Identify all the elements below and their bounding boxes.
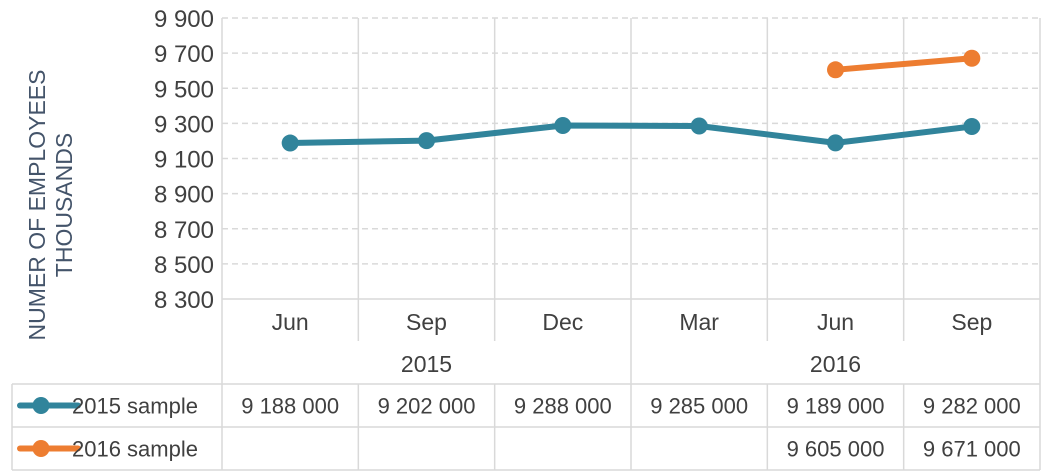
data-table-cell: 9 282 000 [923, 394, 1021, 419]
y-tick-label: 9 700 [154, 41, 214, 68]
year-group-label: 2015 [401, 351, 452, 377]
data-point [963, 118, 981, 136]
data-table-cell: 9 188 000 [241, 394, 339, 419]
x-tick-label: Sep [951, 309, 992, 335]
x-tick-label: Sep [406, 309, 447, 335]
y-tick-label: 9 100 [154, 147, 214, 174]
data-table-cell: 9 605 000 [787, 437, 885, 462]
series-line [832, 55, 975, 73]
y-tick-label: 8 900 [154, 182, 214, 209]
legend-label: 2016 sample [72, 437, 198, 462]
data-point [418, 132, 435, 150]
y-tick-label: 8 300 [154, 287, 214, 314]
x-tick-label: Jun [272, 309, 309, 335]
data-table-cell: 9 202 000 [378, 394, 476, 419]
y-tick-label: 9 300 [154, 111, 214, 138]
y-tick-label: 9 500 [154, 76, 214, 103]
legend-marker [32, 440, 50, 457]
x-tick-label: Dec [542, 309, 583, 335]
legend-marker [32, 397, 50, 414]
y-axis-label-line-2: THOUSANDS [51, 132, 77, 278]
legend-label: 2015 sample [72, 394, 198, 419]
x-tick-label: Mar [679, 309, 719, 335]
data-table-cell: 9 189 000 [787, 394, 885, 419]
data-table-cell: 9 288 000 [514, 394, 612, 419]
year-group-label: 2016 [810, 351, 861, 377]
y-tick-label: 8 500 [154, 252, 214, 279]
data-table-cell: 9 285 000 [650, 394, 748, 419]
data-point [281, 134, 299, 152]
y-axis-label-line-1: NUMER OF EMPLOYEES [24, 69, 50, 341]
data-point [690, 117, 708, 135]
y-axis-label: NUMER OF EMPLOYEES THOUSANDS [24, 45, 84, 365]
series-line [287, 122, 975, 147]
x-tick-label: Jun [817, 309, 854, 335]
data-point [827, 134, 844, 152]
data-table-cell: 9 671 000 [923, 437, 1021, 462]
data-point [827, 61, 844, 79]
data-point [554, 116, 572, 134]
y-tick-label: 8 700 [154, 217, 214, 244]
y-tick-label: 9 900 [154, 6, 214, 33]
data-point [963, 49, 981, 67]
